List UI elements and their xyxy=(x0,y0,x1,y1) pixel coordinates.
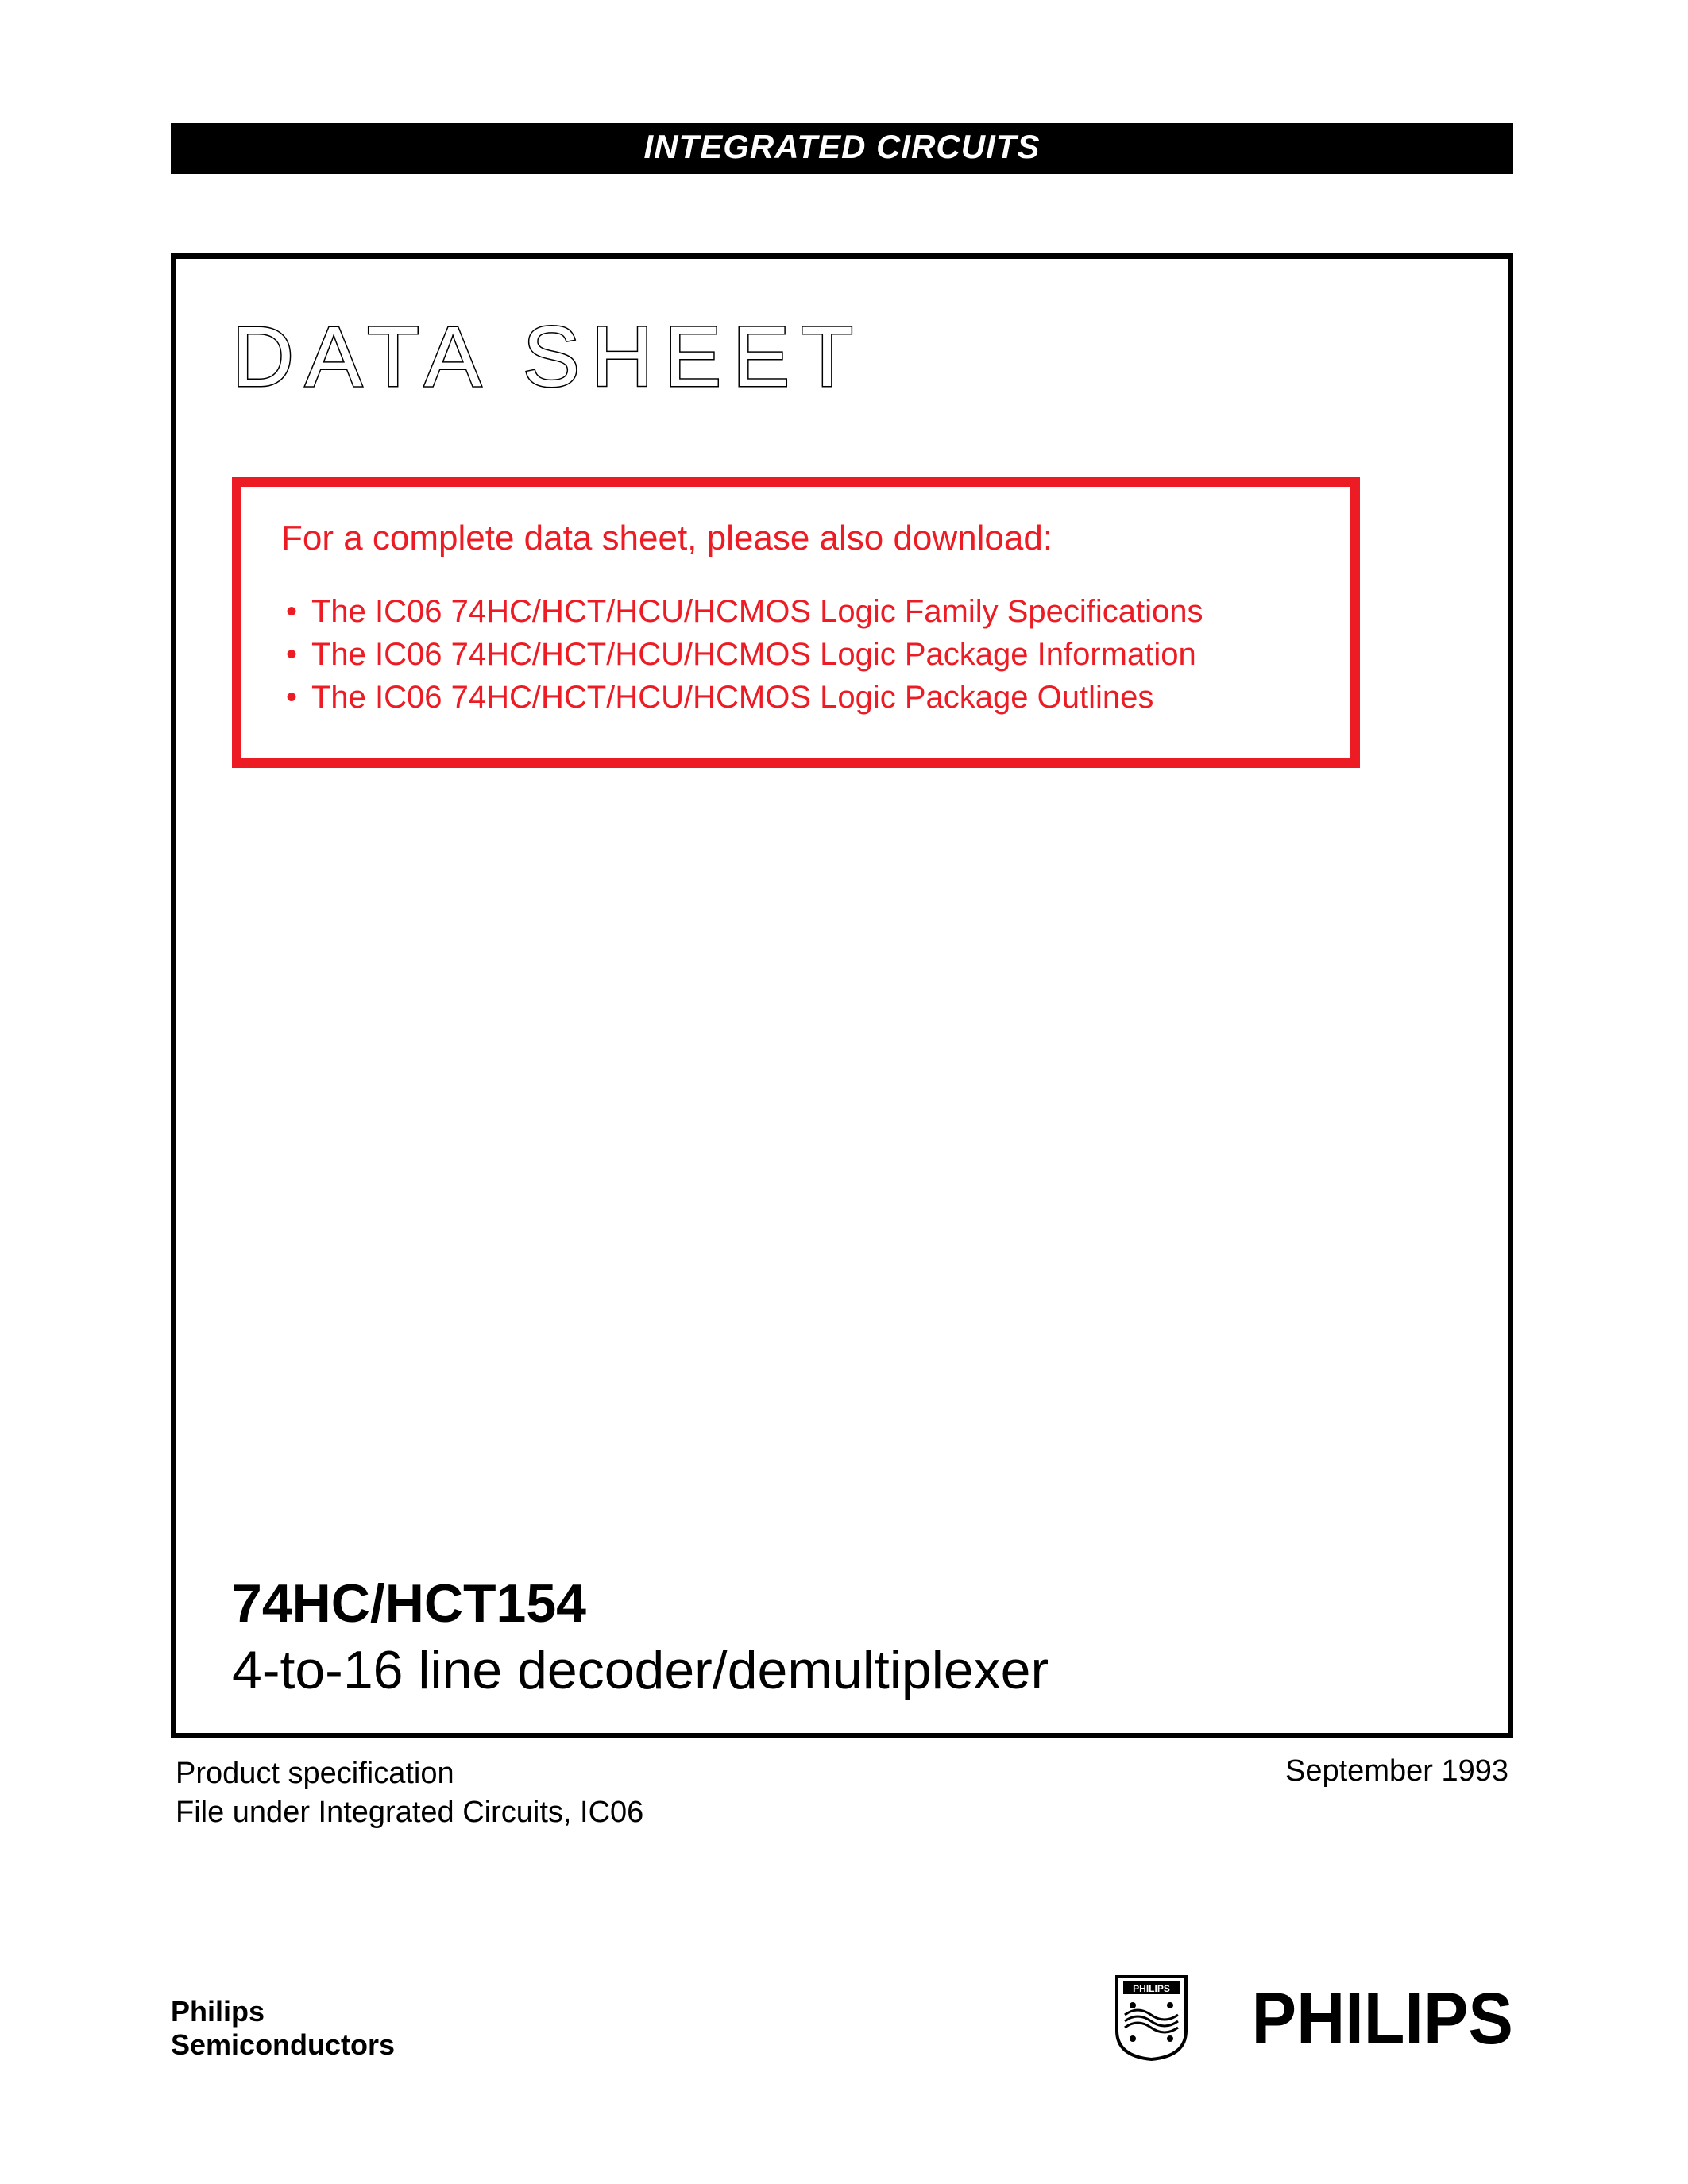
spec-info: Product specification File under Integra… xyxy=(176,1754,643,1833)
division-line-1: Philips xyxy=(171,1995,395,2028)
download-notice-box: For a complete data sheet, please also d… xyxy=(232,477,1360,768)
product-block: 74HC/HCT154 4-to-16 line decoder/demulti… xyxy=(232,1572,1452,1701)
division-name: Philips Semiconductors xyxy=(171,1995,395,2061)
notice-item: The IC06 74HC/HCT/HCU/HCMOS Logic Packag… xyxy=(286,676,1319,719)
spec-line-2: File under Integrated Circuits, IC06 xyxy=(176,1793,643,1832)
division-line-2: Semiconductors xyxy=(171,2028,395,2061)
notice-heading: For a complete data sheet, please also d… xyxy=(281,519,1319,558)
publication-date: September 1993 xyxy=(1285,1754,1508,1833)
notice-item: The IC06 74HC/HCT/HCU/HCMOS Logic Packag… xyxy=(286,633,1319,676)
philips-shield-icon: PHILIPS xyxy=(1114,1974,1189,2061)
data-sheet-title: DATA SHEET xyxy=(232,307,1452,406)
notice-list: The IC06 74HC/HCT/HCU/HCMOS Logic Family… xyxy=(281,590,1319,719)
notice-item: The IC06 74HC/HCT/HCU/HCMOS Logic Family… xyxy=(286,590,1319,633)
spec-line-1: Product specification xyxy=(176,1754,643,1793)
philips-wordmark: PHILIPS xyxy=(1252,1978,1513,2061)
page-footer: Philips Semiconductors PHILIPS PHILIPS xyxy=(171,1974,1513,2061)
header-banner: INTEGRATED CIRCUITS xyxy=(171,123,1513,174)
below-frame-row: Product specification File under Integra… xyxy=(171,1754,1513,1833)
part-number: 74HC/HCT154 xyxy=(232,1572,1452,1634)
part-description: 4-to-16 line decoder/demultiplexer xyxy=(232,1639,1452,1701)
shield-label: PHILIPS xyxy=(1133,1983,1170,1994)
main-frame: DATA SHEET For a complete data sheet, pl… xyxy=(171,253,1513,1738)
brand-block: PHILIPS PHILIPS xyxy=(1114,1974,1513,2061)
page-content: INTEGRATED CIRCUITS DATA SHEET For a com… xyxy=(171,123,1513,1833)
